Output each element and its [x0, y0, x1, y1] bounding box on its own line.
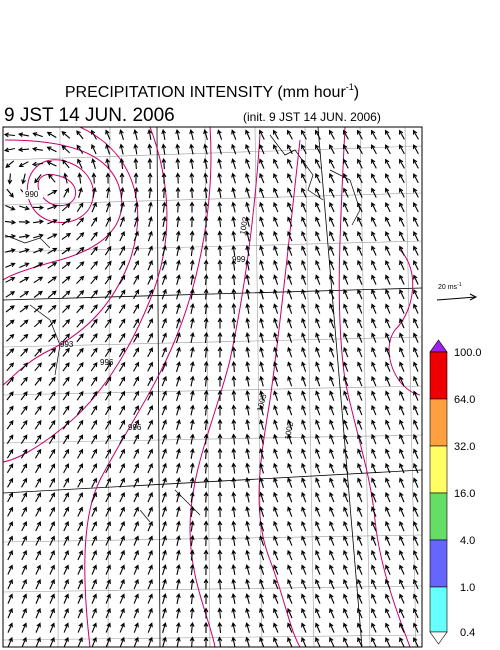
contour-label: 999: [232, 255, 246, 264]
graticule: [3, 127, 422, 647]
colorbar-bin: [429, 398, 448, 447]
title-close: ): [354, 84, 359, 101]
contour-label: 990: [25, 190, 39, 199]
colorbar-under: [429, 631, 448, 645]
wind-vector-layer: [3, 128, 419, 647]
colorbar-bin: [429, 586, 448, 633]
coastline: [4, 134, 361, 523]
wind-vectors: [3, 128, 419, 647]
colorbar-bin: [429, 492, 448, 541]
contour-label: 996: [100, 358, 114, 367]
vector-key-arrow: [436, 293, 478, 301]
contour-label: 993: [60, 340, 74, 349]
title-text: PRECIPITATION INTENSITY (mm hour: [65, 84, 347, 101]
colorbar-label: 32.0: [454, 441, 475, 453]
map-frame: 990 993 996 996 999 1002 1002 1005: [2, 126, 423, 648]
isobars: [3, 127, 421, 647]
valid-time: 9 JST 14 JUN. 2006: [4, 105, 175, 126]
colorbar-label: 16.0: [454, 488, 475, 500]
contour-label: 996: [128, 423, 142, 432]
colorbar-label: 1.0: [460, 582, 475, 594]
map-title: PRECIPITATION INTENSITY (mm hour-1): [65, 82, 359, 101]
init-time: (init. 9 JST 14 JUN. 2006): [243, 110, 381, 124]
vector-key-unit: 20 ms: [438, 284, 458, 291]
contour-label-bg: [23, 190, 43, 199]
title-exponent: -1: [346, 82, 354, 92]
colorbar-label: 100.0: [454, 347, 482, 359]
colorbar-label: 4.0: [460, 535, 475, 547]
colorbar-bin: [429, 445, 448, 494]
colorbar-bin: [429, 539, 448, 588]
colorbar-label: 0.4: [460, 627, 475, 639]
major-graticule: [3, 127, 422, 647]
contour-label: 1002: [238, 216, 250, 236]
vector-key-label: 20 ms-1: [438, 282, 462, 291]
vector-key-exponent: -1: [457, 282, 462, 288]
colorbar-bin: [429, 351, 448, 400]
colorbar: [429, 339, 448, 645]
contour-label: 1002: [283, 421, 295, 441]
colorbar-label: 64.0: [454, 394, 475, 406]
map-border: [2, 126, 423, 648]
